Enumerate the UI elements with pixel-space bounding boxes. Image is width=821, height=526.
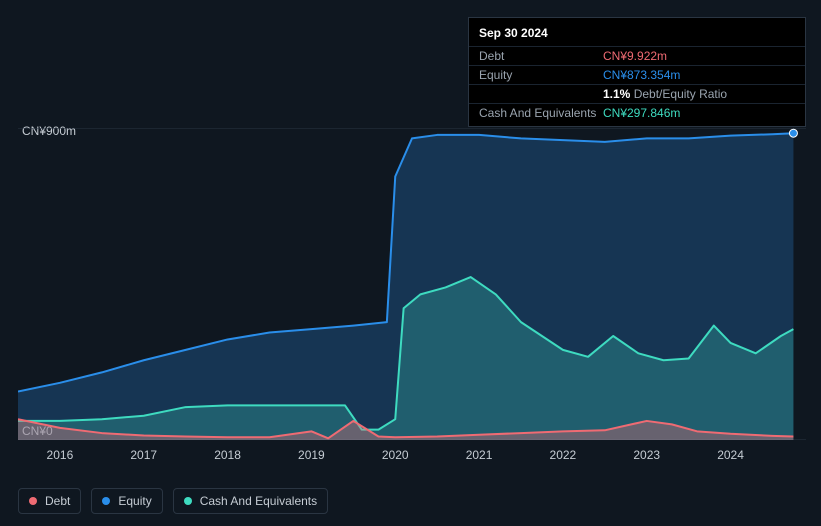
legend-label: Debt [45,494,70,508]
x-tick-label: 2016 [47,448,74,462]
tooltip-value: 1.1% Debt/Equity Ratio [603,87,795,101]
tooltip-label: Equity [479,68,603,82]
chart-svg [18,128,806,440]
tooltip-label: Debt [479,49,603,63]
x-tick-label: 2023 [633,448,660,462]
tooltip-label [479,87,603,101]
tooltip-value: CN¥9.922m [603,49,795,63]
tooltip-row-ratio: 1.1% Debt/Equity Ratio [469,84,805,103]
x-tick-label: 2024 [717,448,744,462]
tooltip-label: Cash And Equivalents [479,106,603,120]
x-tick-label: 2017 [130,448,157,462]
legend-swatch [29,497,37,505]
tooltip-value: CN¥297.846m [603,106,795,120]
legend: Debt Equity Cash And Equivalents [18,488,328,514]
legend-item-cash[interactable]: Cash And Equivalents [173,488,328,514]
tooltip-panel: Sep 30 2024 Debt CN¥9.922m Equity CN¥873… [468,17,806,127]
legend-label: Cash And Equivalents [200,494,317,508]
tooltip-value: CN¥873.354m [603,68,795,82]
legend-swatch [184,497,192,505]
chart-area [18,128,806,440]
tooltip-ratio-pct: 1.1% [603,87,630,101]
x-axis-labels: 2016 2017 2018 2019 2020 2021 2022 2023 2024 [18,448,806,468]
tooltip-row-equity: Equity CN¥873.354m [469,65,805,84]
x-tick-label: 2022 [550,448,577,462]
legend-item-equity[interactable]: Equity [91,488,162,514]
x-tick-label: 2021 [466,448,493,462]
legend-item-debt[interactable]: Debt [18,488,81,514]
tooltip-date: Sep 30 2024 [469,22,805,46]
tooltip-row-debt: Debt CN¥9.922m [469,46,805,65]
x-tick-label: 2020 [382,448,409,462]
x-tick-label: 2019 [298,448,325,462]
tooltip-row-cash: Cash And Equivalents CN¥297.846m [469,103,805,122]
tooltip-ratio-label: Debt/Equity Ratio [634,87,727,101]
x-tick-label: 2018 [214,448,241,462]
legend-label: Equity [118,494,151,508]
legend-swatch [102,497,110,505]
